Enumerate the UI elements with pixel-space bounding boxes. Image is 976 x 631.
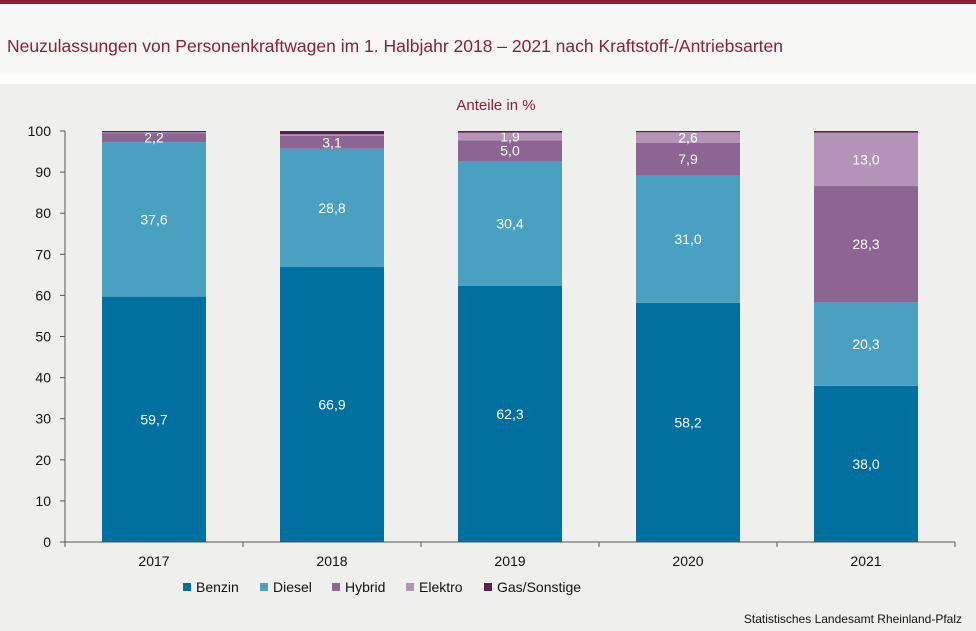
- data-label: 30,4: [496, 215, 523, 231]
- y-tick-label: 90: [35, 164, 51, 180]
- y-tick-label: 40: [35, 370, 51, 386]
- bar-segment: [814, 132, 918, 187]
- data-label: 1,9: [500, 129, 520, 145]
- bar-segment: [814, 186, 918, 303]
- bar-segment: [280, 148, 384, 268]
- legend-label: Gas/Sonstige: [497, 579, 581, 595]
- bar-segment: [102, 296, 206, 542]
- bar-segment: [280, 134, 384, 136]
- bar-segment: [458, 131, 562, 133]
- bar-segment: [458, 161, 562, 286]
- data-label: 58,2: [674, 414, 701, 430]
- data-label: 59,7: [140, 411, 167, 427]
- bar-segment: [102, 142, 206, 297]
- legend-label: Diesel: [273, 579, 312, 595]
- x-tick-label: 2018: [316, 553, 347, 569]
- legend-swatch: [332, 583, 340, 591]
- bar-segment: [280, 267, 384, 542]
- y-tick-label: 20: [35, 452, 51, 468]
- data-label: 20,3: [852, 336, 879, 352]
- data-label: 66,9: [318, 397, 345, 413]
- y-tick-label: 60: [35, 287, 51, 303]
- data-label: 38,0: [852, 456, 879, 472]
- data-label: 5,0: [500, 143, 520, 159]
- chart-subtitle: Anteile in %: [456, 97, 535, 114]
- data-label: 13,0: [852, 151, 879, 167]
- legend-swatch: [183, 583, 191, 591]
- bar-segment: [814, 385, 918, 542]
- page-title: Neuzulassungen von Personenkraftwagen im…: [7, 36, 783, 56]
- data-label: 31,0: [674, 231, 701, 247]
- data-label: 3,1: [322, 134, 342, 150]
- header: Neuzulassungen von Personenkraftwagen im…: [0, 4, 976, 74]
- bar-segment: [102, 133, 206, 143]
- data-label: 28,8: [318, 200, 345, 216]
- x-tick-label: 2020: [672, 553, 703, 569]
- y-tick-label: 70: [35, 246, 51, 262]
- legend-swatch: [484, 583, 492, 591]
- bar-segment: [458, 140, 562, 162]
- legend-label: Elektro: [419, 579, 463, 595]
- y-tick-label: 50: [35, 329, 51, 345]
- bar-segment: [458, 285, 562, 542]
- bar-segment: [636, 302, 740, 542]
- data-label: 37,6: [140, 211, 167, 227]
- y-tick-label: 0: [43, 534, 51, 550]
- top-accent-bar: [0, 0, 976, 4]
- data-label: 7,9: [678, 151, 698, 167]
- bar-segment: [280, 131, 384, 135]
- y-tick-label: 80: [35, 205, 51, 221]
- legend-label: Hybrid: [345, 579, 385, 595]
- bar-segment: [636, 175, 740, 303]
- legend-swatch: [260, 583, 268, 591]
- y-tick-label: 10: [35, 493, 51, 509]
- bar-segment: [102, 131, 206, 133]
- data-label: 2,2: [144, 130, 164, 146]
- stacked-bar-chart: Anteile in % 0 10 20 30 40 50 60 70 80 90 100 2017 2…: [28, 97, 956, 595]
- bar-segment: [636, 131, 740, 133]
- data-label: 28,3: [852, 236, 879, 252]
- bar-segment: [814, 302, 918, 386]
- bar-segment: [636, 132, 740, 143]
- bar-segment: [814, 131, 918, 133]
- bar-segment: [102, 132, 206, 134]
- separator: [0, 74, 976, 84]
- y-tick-label: 100: [28, 123, 52, 139]
- source-note: Statistisches Landesamt Rheinland-Pfalz: [743, 612, 962, 626]
- bar-segment: [280, 135, 384, 149]
- x-tick-label: 2019: [494, 553, 525, 569]
- x-tick-label: 2017: [138, 553, 169, 569]
- legend-swatch: [406, 583, 414, 591]
- bar-segment: [458, 132, 562, 141]
- legend-label: Benzin: [196, 579, 239, 595]
- y-tick-label: 30: [35, 411, 51, 427]
- data-label: 2,6: [678, 130, 698, 146]
- x-tick-label: 2021: [850, 553, 881, 569]
- bar-segment: [636, 142, 740, 176]
- data-label: 62,3: [496, 406, 523, 422]
